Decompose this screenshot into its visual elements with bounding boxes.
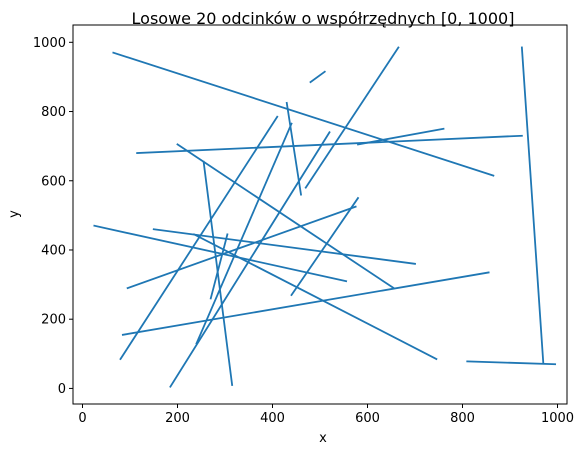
y-tick-label: 1000 bbox=[33, 36, 66, 51]
segment-line bbox=[126, 205, 357, 290]
segment-line bbox=[192, 233, 438, 361]
chart-title: Losowe 20 odcinków o współrzędnych [0, 1… bbox=[132, 9, 515, 28]
x-tick-label: 0 bbox=[78, 411, 86, 426]
segment-line bbox=[304, 46, 400, 189]
segment-line bbox=[119, 115, 279, 361]
segment-line bbox=[136, 134, 523, 155]
segment-line bbox=[152, 228, 417, 265]
plot-area-frame bbox=[72, 24, 568, 405]
segment-line bbox=[93, 224, 348, 283]
x-tick-label: 600 bbox=[355, 411, 380, 426]
segment-line bbox=[466, 360, 557, 366]
y-axis-ticks: 0 200 400 600 800 1000 bbox=[33, 36, 73, 397]
segment-line bbox=[112, 51, 495, 177]
line-segments bbox=[93, 46, 557, 388]
segment-line bbox=[176, 143, 395, 290]
segment-line bbox=[121, 271, 490, 336]
y-tick-label: 400 bbox=[41, 243, 66, 258]
x-tick-label: 800 bbox=[450, 411, 475, 426]
y-tick-label: 200 bbox=[41, 313, 66, 328]
y-tick-label: 800 bbox=[41, 105, 66, 120]
segment-line bbox=[309, 70, 327, 84]
x-axis-ticks: 0 200 400 600 800 1000 bbox=[78, 404, 574, 426]
segment-line bbox=[209, 233, 229, 300]
segment-line bbox=[356, 127, 445, 146]
segment-line bbox=[285, 101, 303, 196]
segment-line bbox=[195, 122, 293, 345]
y-tick-label: 600 bbox=[41, 174, 66, 189]
y-axis-label: y bbox=[7, 210, 22, 218]
y-tick-label: 0 bbox=[58, 382, 66, 397]
segment-line bbox=[290, 196, 360, 297]
x-tick-label: 400 bbox=[260, 411, 285, 426]
x-tick-label: 200 bbox=[165, 411, 190, 426]
x-axis-label: x bbox=[319, 431, 327, 446]
x-tick-label: 1000 bbox=[541, 411, 574, 426]
segment-line bbox=[520, 46, 545, 364]
